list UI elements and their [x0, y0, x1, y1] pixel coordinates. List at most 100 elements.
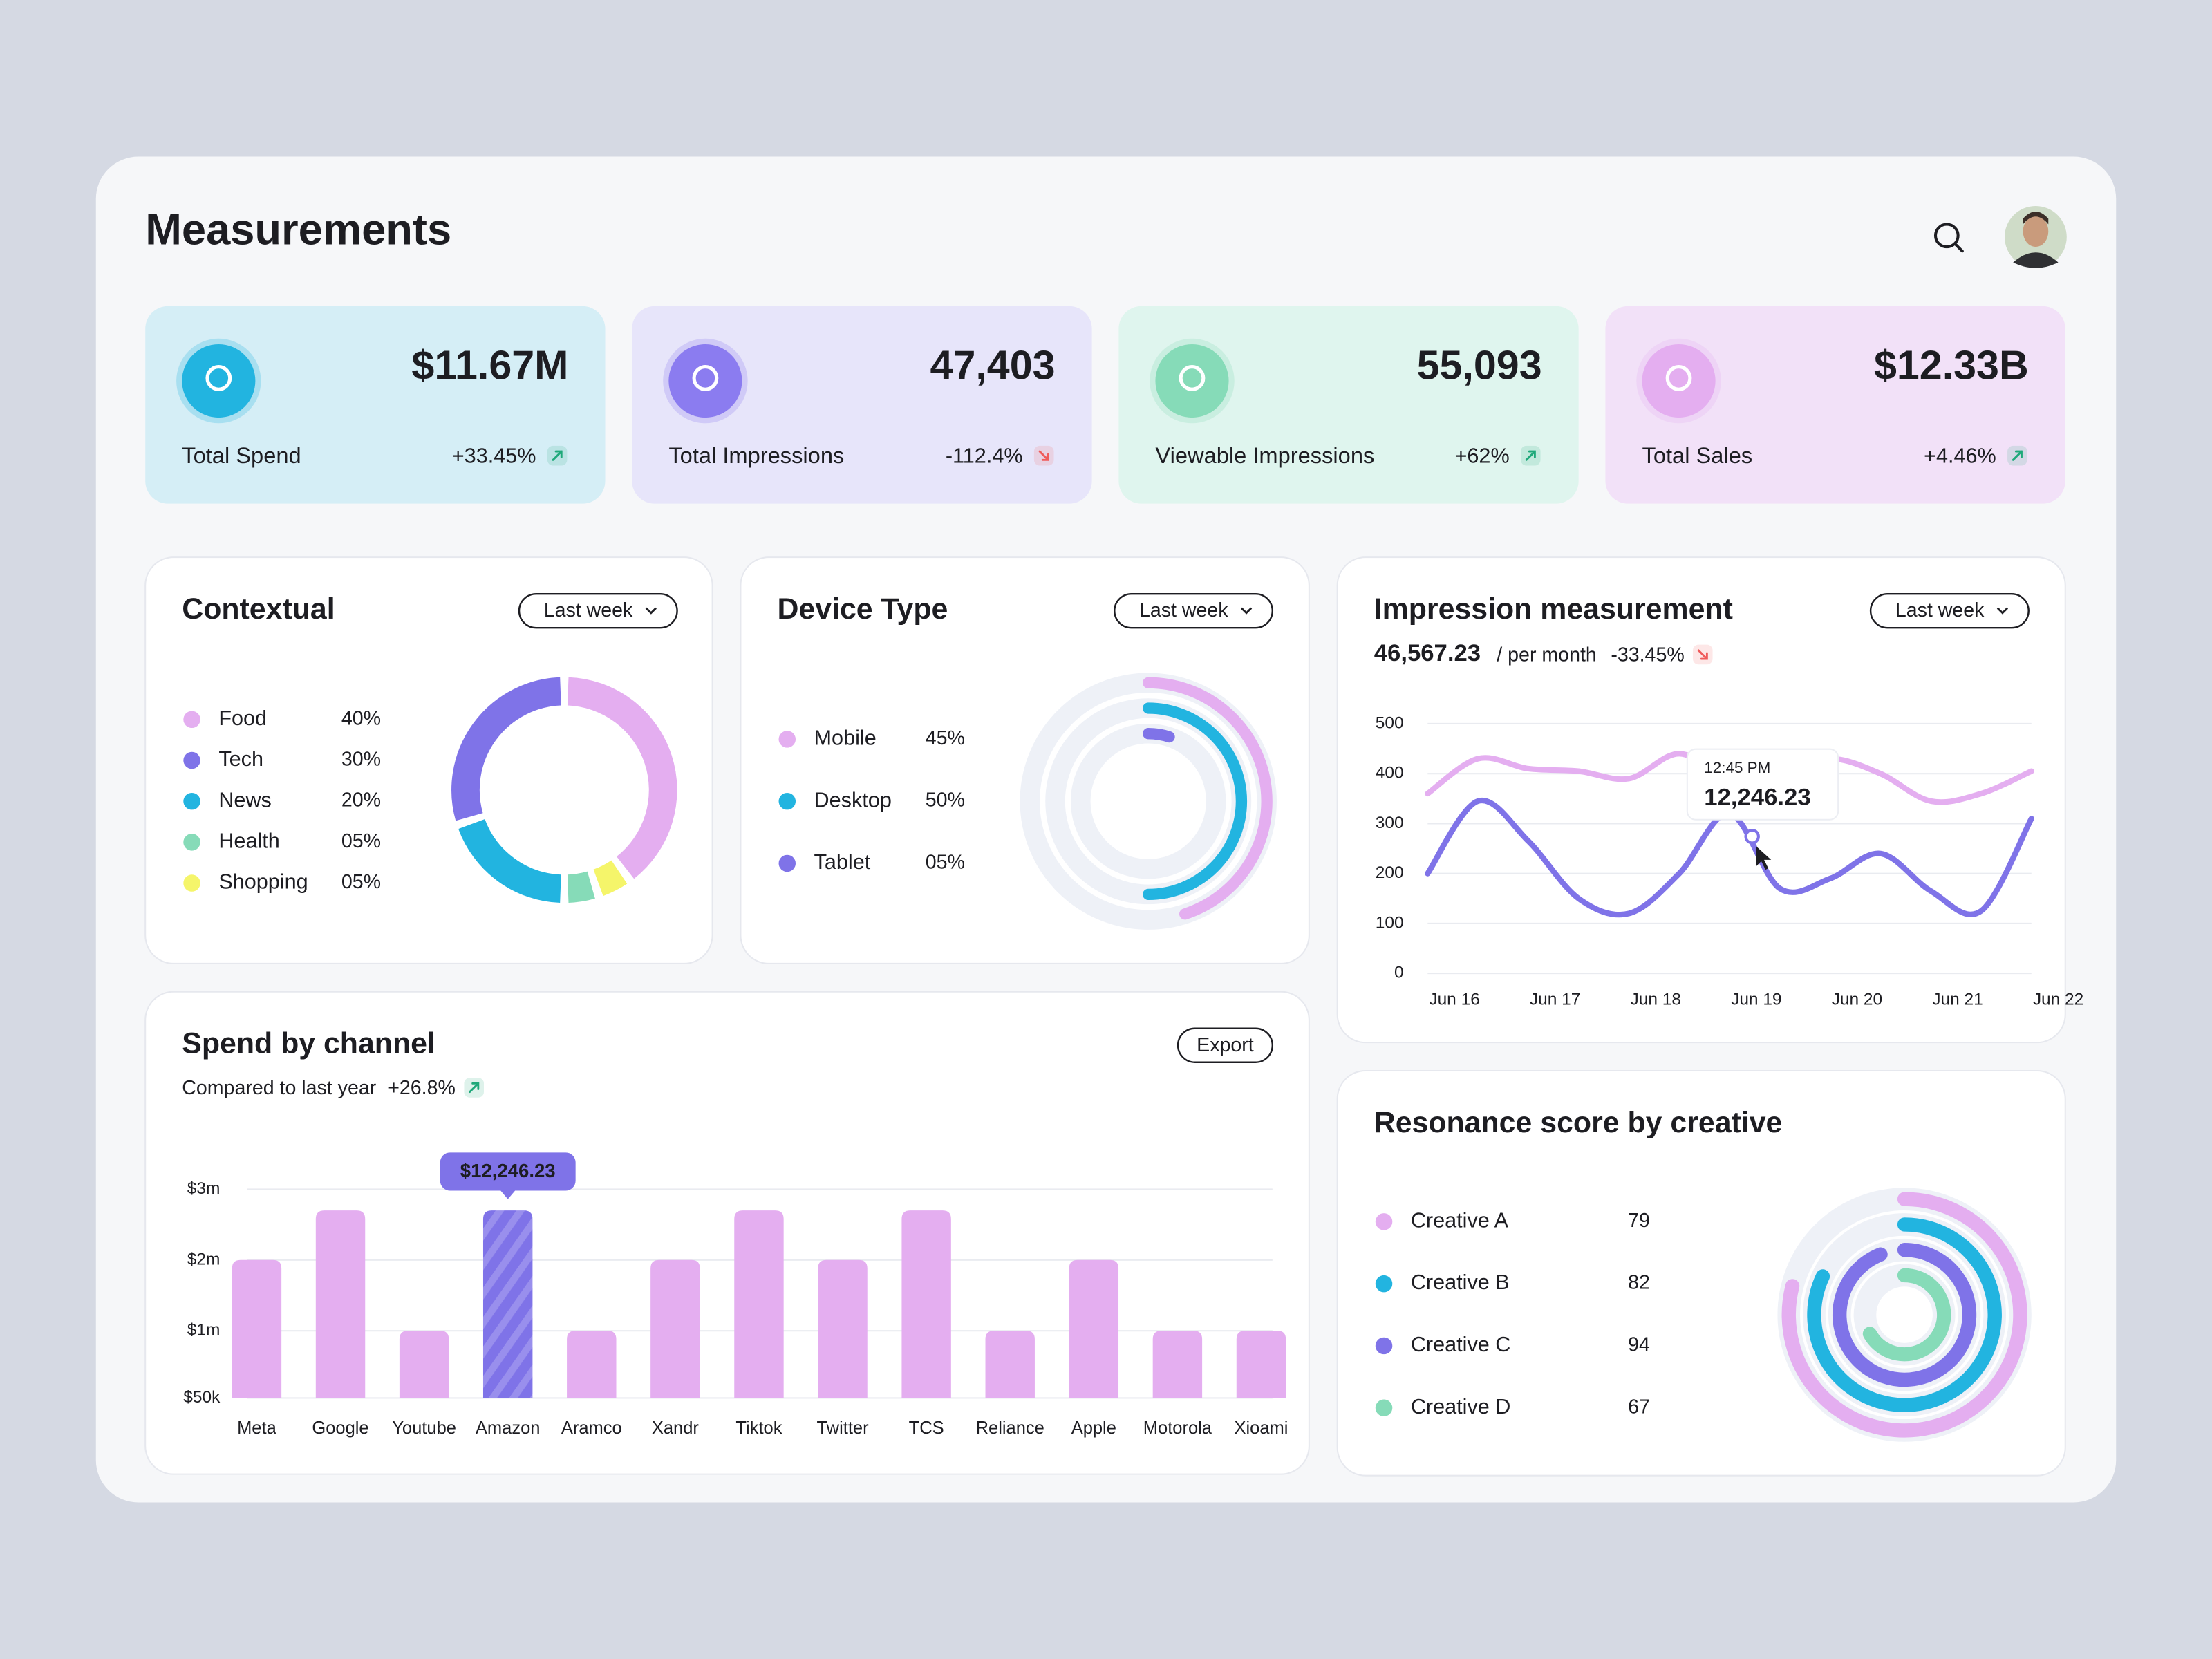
bar-tooltip — [440, 1152, 576, 1191]
legend-value: 20% — [341, 789, 381, 812]
chart-subtitle: Compared to last year — [182, 1077, 376, 1099]
legend-value: 82 — [1628, 1272, 1650, 1294]
legend-label: Creative A — [1411, 1208, 1509, 1232]
kpi-card — [145, 306, 606, 504]
chart-title: Contextual — [182, 592, 335, 626]
cursor — [1756, 846, 1772, 870]
bar — [567, 1331, 617, 1398]
kpi-card — [1118, 306, 1579, 504]
chart-title: Resonance score by creative — [1374, 1106, 1783, 1139]
x-tick-label: Jun 19 — [1731, 990, 1781, 1009]
chevron — [1996, 607, 2009, 615]
x-tick-label: Reliance — [976, 1418, 1044, 1438]
avatar[interactable] — [2005, 205, 2067, 268]
x-tick-label: Jun 17 — [1530, 990, 1580, 1009]
filter-button[interactable]: Last week — [518, 592, 678, 629]
button-label: Last week — [1139, 599, 1228, 621]
legend-value: 45% — [926, 727, 965, 749]
bar — [985, 1331, 1035, 1398]
trend-arrow — [1525, 450, 1536, 461]
x-tick-label: Twitter — [817, 1418, 870, 1438]
chevron — [1240, 607, 1253, 615]
x-tick-label: Jun 20 — [1832, 990, 1882, 1009]
legend-label: Shopping — [218, 870, 308, 894]
chart-title: Spend by channel — [182, 1027, 435, 1060]
x-tick-label: Tiktok — [735, 1418, 782, 1438]
legend-value: 05% — [341, 830, 381, 852]
tooltip-value: 12,246.23 — [1704, 784, 1810, 810]
legend-label: Tech — [218, 747, 263, 771]
legend-value: 30% — [341, 749, 381, 771]
legend-dot — [183, 874, 200, 892]
search-button[interactable] — [1933, 223, 1964, 253]
bar — [734, 1210, 784, 1398]
kpi-icon — [668, 344, 742, 418]
y-tick-label: 500 — [1376, 713, 1404, 732]
kpi-card — [632, 306, 1092, 504]
ring-arc — [1143, 702, 1248, 901]
bar — [232, 1259, 282, 1398]
kpi-change: +4.46% — [1924, 444, 1996, 467]
x-tick-label: Jun 22 — [2033, 990, 2083, 1009]
y-tick-label: $1m — [187, 1321, 221, 1340]
legend-value: 67 — [1628, 1396, 1650, 1418]
trend-arrow — [1697, 649, 1708, 660]
y-tick-label: 100 — [1376, 913, 1404, 932]
donut-segment — [567, 677, 677, 879]
x-tick-label: TCS — [909, 1418, 944, 1438]
y-tick-label: $3m — [187, 1179, 221, 1198]
kpi-glyph — [1179, 365, 1206, 391]
donut-segment — [567, 871, 595, 903]
kpi-change: +62% — [1455, 444, 1510, 467]
kpi-value: 47,403 — [930, 341, 1056, 388]
legend-dot — [1375, 1213, 1393, 1230]
kpi-card — [1605, 306, 2065, 504]
summary-change: -33.45% — [1611, 644, 1684, 666]
legend-label: News — [218, 788, 272, 812]
kpi-glyph — [692, 365, 719, 391]
legend-label: Health — [218, 829, 279, 852]
hover-point — [1744, 828, 1760, 845]
button-outline — [1869, 592, 2030, 629]
kpi-label: Total Spend — [182, 442, 301, 468]
avatar-hair — [2023, 212, 2049, 225]
y-tick-label: $2m — [187, 1250, 221, 1268]
bar-tooltip-text: $12,246.23 — [460, 1160, 556, 1181]
kpi-label: Total Impressions — [668, 442, 844, 468]
legend-label: Creative D — [1411, 1395, 1511, 1418]
legend-label: Mobile — [814, 726, 877, 749]
chevron — [645, 607, 657, 615]
ring-arc — [1862, 1268, 1951, 1362]
kpi-icon — [1155, 344, 1229, 418]
bar — [482, 1210, 533, 1398]
x-tick-label: Aramco — [561, 1418, 622, 1438]
bar — [901, 1210, 951, 1398]
x-tick-label: Xandr — [652, 1418, 700, 1438]
kpi-value: 55,093 — [1417, 341, 1542, 388]
x-tick-label: Youtube — [392, 1418, 456, 1438]
trend-arrow — [1038, 450, 1049, 461]
kpi-value: $11.67M — [411, 341, 568, 388]
filter-button[interactable]: Last week — [1869, 592, 2030, 629]
bar — [1069, 1259, 1119, 1398]
kpi-value: $12.33B — [1874, 341, 2029, 388]
kpi-glyph — [205, 365, 232, 391]
button-label: Last week — [544, 599, 633, 621]
button-outline — [1177, 1027, 1274, 1063]
page-title: Measurements — [145, 205, 451, 254]
kpi-label: Total Sales — [1642, 442, 1753, 468]
x-tick-label: Jun 21 — [1932, 990, 1983, 1009]
x-tick-label: Jun 16 — [1429, 990, 1479, 1009]
x-tick-label: Amazon — [476, 1418, 541, 1438]
filter-button[interactable]: Export — [1177, 1027, 1274, 1063]
legend-label: Tablet — [814, 850, 871, 874]
chart-title: Impression measurement — [1374, 592, 1733, 626]
summary-unit: / per month — [1497, 644, 1596, 666]
avatar-face — [2023, 216, 2049, 247]
x-tick-label: Xioami — [1235, 1418, 1288, 1438]
filter-button[interactable]: Last week — [1114, 592, 1274, 629]
button-outline — [518, 592, 678, 629]
y-tick-label: 200 — [1376, 863, 1404, 882]
tooltip-time: 12:45 PM — [1704, 759, 1770, 776]
summary-value: 46,567.23 — [1374, 640, 1481, 666]
